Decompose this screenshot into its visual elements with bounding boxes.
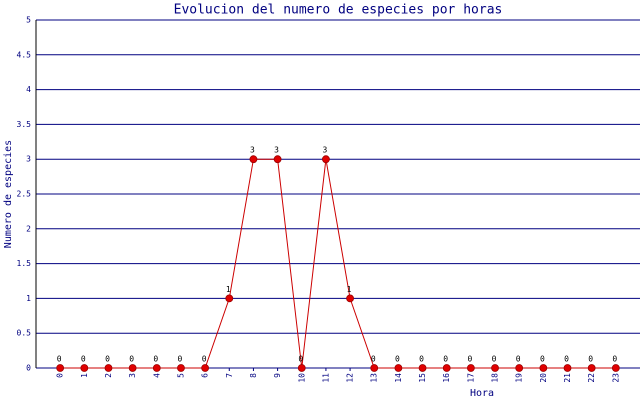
x-tick-label: 1	[80, 373, 89, 378]
x-tick-label: 8	[249, 373, 258, 378]
marker	[128, 364, 137, 372]
marker	[104, 364, 113, 372]
marker	[515, 364, 524, 372]
x-tick-label: 3	[128, 373, 137, 378]
y-tick-label: 1	[26, 294, 31, 303]
x-tick-label: 0	[56, 373, 65, 378]
series-line	[60, 158, 616, 369]
data-label: 0	[516, 355, 521, 364]
marker	[56, 364, 65, 372]
data-label: 0	[178, 355, 183, 364]
marker	[370, 364, 379, 372]
x-tick-label: 14	[394, 373, 403, 383]
marker	[346, 294, 354, 303]
y-axis-label: Numero de especies	[3, 140, 14, 248]
x-tick-label: 20	[539, 373, 548, 383]
marker	[225, 294, 234, 303]
x-tick-label: 4	[152, 373, 161, 378]
data-label: 3	[323, 146, 328, 155]
marker	[249, 155, 258, 164]
marker	[322, 155, 330, 164]
data-label: 0	[371, 355, 376, 364]
data-label: 0	[540, 355, 545, 364]
y-tick-label: 4	[26, 85, 31, 94]
x-tick-label: 2	[104, 373, 113, 378]
marker	[539, 364, 548, 372]
data-label: 0	[153, 355, 158, 364]
data-label: 1	[347, 285, 352, 294]
x-tick-label: 10	[297, 373, 306, 383]
marker	[466, 364, 475, 372]
y-tick-label: 3.5	[17, 120, 32, 129]
x-tick-label: 16	[442, 373, 451, 383]
x-tick-label: 18	[491, 373, 500, 383]
marker	[563, 364, 572, 372]
marker	[201, 364, 210, 372]
marker	[152, 364, 161, 372]
data-label: 0	[57, 355, 62, 364]
marker	[80, 364, 89, 372]
data-label: 3	[250, 146, 255, 155]
x-tick-label: 7	[225, 373, 234, 378]
y-tick-label: 5	[26, 16, 31, 25]
data-label: 0	[105, 355, 110, 364]
x-tick-label: 13	[370, 373, 379, 383]
data-label: 0	[564, 355, 569, 364]
y-tick-label: 0.5	[17, 329, 32, 338]
marker	[587, 364, 596, 372]
marker	[418, 364, 427, 372]
x-tick-label: 5	[176, 373, 185, 378]
data-label: 0	[492, 355, 497, 364]
x-tick-label: 9	[273, 373, 282, 378]
x-tick-label: 19	[515, 373, 524, 383]
data-label: 0	[588, 355, 593, 364]
data-label: 0	[443, 355, 448, 364]
data-label: 0	[395, 355, 400, 364]
x-tick-label: 22	[587, 373, 596, 383]
y-tick-label: 4.5	[17, 50, 32, 59]
data-label: 0	[467, 355, 472, 364]
data-label: 0	[612, 355, 617, 364]
x-tick-label: 11	[321, 373, 330, 383]
data-label: 0	[81, 355, 86, 364]
data-label: 0	[202, 355, 207, 364]
x-tick-label: 12	[346, 373, 355, 383]
marker	[297, 364, 306, 372]
marker	[394, 364, 403, 372]
data-label: 0	[129, 355, 134, 364]
y-tick-label: 1.5	[17, 259, 32, 268]
data-label: 0	[298, 355, 303, 364]
x-axis-label: Hora	[470, 388, 494, 399]
x-tick-label: 6	[201, 373, 210, 378]
data-label: 0	[419, 355, 424, 364]
x-tick-label: 15	[418, 373, 427, 383]
marker	[273, 155, 282, 164]
marker	[611, 364, 620, 372]
data-label: 1	[226, 285, 231, 294]
marker	[491, 364, 499, 372]
marker	[177, 364, 185, 372]
y-tick-label: 2.5	[17, 190, 32, 199]
data-label: 3	[274, 146, 279, 155]
x-tick-label: 21	[563, 373, 572, 383]
marker	[442, 364, 451, 372]
y-tick-label: 0	[26, 364, 31, 373]
x-tick-label: 23	[611, 373, 620, 383]
y-tick-label: 3	[26, 155, 31, 164]
x-tick-label: 17	[466, 373, 475, 383]
chart-title: Evolucion del numero de especies por hor…	[174, 3, 503, 18]
y-tick-label: 2	[26, 224, 31, 233]
